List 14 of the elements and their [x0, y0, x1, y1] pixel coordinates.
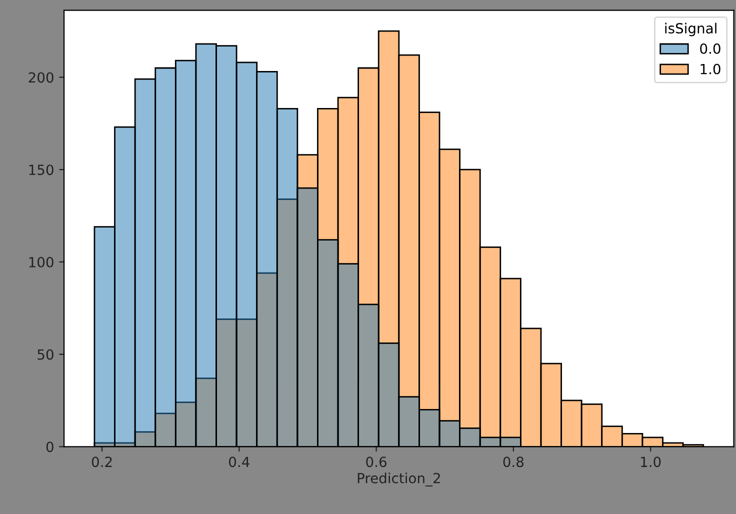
x-tick-label: 0.6	[366, 456, 386, 468]
y-tick-label: 100	[29, 256, 54, 268]
y-tick-label: 200	[28, 72, 54, 83]
legend-label: 1.0	[700, 64, 720, 74]
x-tick-label: 0.4	[229, 456, 250, 468]
legend-label: 0.0	[700, 43, 720, 54]
x-tick-label: 1.0	[641, 456, 661, 468]
y-tick-label: 150	[29, 164, 54, 176]
legend-title: isSignal	[665, 22, 716, 36]
y-tick-label: 0	[46, 442, 54, 452]
x-tick-label: 0.8	[503, 456, 524, 468]
y-tick-label: 50	[38, 349, 54, 360]
x-tick-label: 0.2	[92, 456, 112, 468]
x-axis-title: Prediction_2	[358, 472, 440, 486]
